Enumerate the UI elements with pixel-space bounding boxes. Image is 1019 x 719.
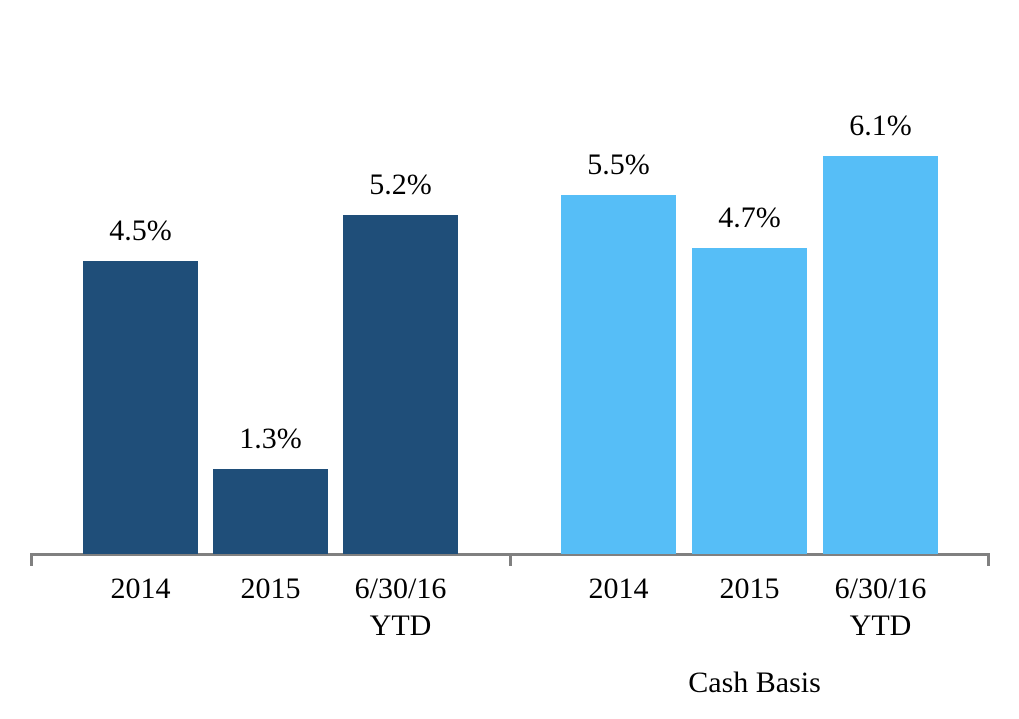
value-label: 5.5% xyxy=(587,148,650,181)
bar-group1-1 xyxy=(83,261,198,554)
bar-group1-3 xyxy=(343,215,458,554)
value-label: 4.7% xyxy=(718,201,781,234)
category-tick-label: 2014 xyxy=(588,572,649,605)
category-tick-label: 2015 xyxy=(240,572,301,605)
x-axis-tick-middle xyxy=(509,553,512,566)
x-axis-tick-right xyxy=(987,553,990,566)
value-label: 1.3% xyxy=(239,422,302,455)
bar-group1-2 xyxy=(213,469,328,554)
value-label: 6.1% xyxy=(849,109,912,142)
value-label: 5.2% xyxy=(369,168,432,201)
category-tick-label: 6/30/16 YTD xyxy=(354,572,447,642)
bar-group2-1 xyxy=(561,195,676,554)
value-label: 4.5% xyxy=(109,214,172,247)
bar-group2-2 xyxy=(692,248,807,554)
category-tick-label: 2015 xyxy=(719,572,780,605)
bar-group2-3 xyxy=(823,156,938,554)
category-tick-label: 6/30/16 YTD xyxy=(834,572,927,642)
x-axis-tick-left xyxy=(30,553,33,566)
category-tick-label: 2014 xyxy=(110,572,171,605)
group-axis-label: Cash Basis xyxy=(688,666,821,699)
